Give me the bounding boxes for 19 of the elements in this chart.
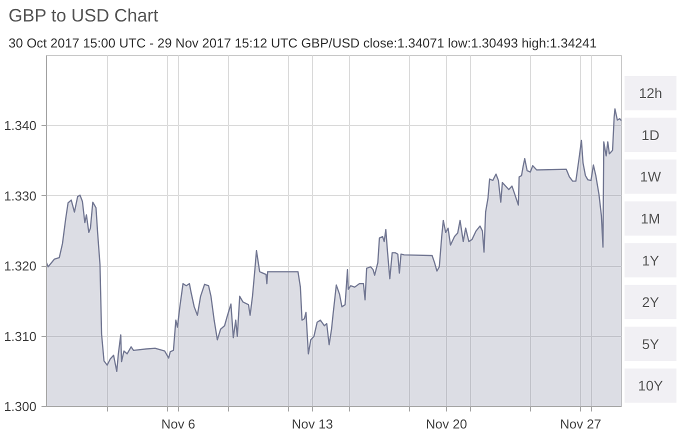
text: 12h xyxy=(638,85,662,102)
x-tick-label: Nov 6 xyxy=(161,416,196,432)
text: 1M xyxy=(640,210,660,226)
y-tick-label: 1.310 xyxy=(4,328,37,344)
chart-subtitle: 30 Oct 2017 15:00 UTC - 29 Nov 2017 15:12 UTC GBP/USD close:1.34071 low:1.30493 high:1.34241 xyxy=(8,36,597,50)
text: 5Y xyxy=(642,336,660,352)
y-tick-label: 1.340 xyxy=(4,118,37,134)
text: 1W xyxy=(640,168,662,185)
x-tick-label: Nov 13 xyxy=(292,416,333,432)
text: 2Y xyxy=(642,294,660,310)
x-tick-label: Nov 20 xyxy=(426,416,468,432)
y-tick-label: 1.330 xyxy=(4,188,37,204)
text: 1D xyxy=(642,126,660,143)
chart-title: GBP to USD Chart xyxy=(8,6,158,26)
y-tick-label: 1.320 xyxy=(4,258,37,274)
x-tick-label: Nov 27 xyxy=(560,416,602,432)
text: 1Y xyxy=(642,252,660,268)
text: 10Y xyxy=(638,378,664,394)
y-tick-label: 1.300 xyxy=(4,399,37,414)
